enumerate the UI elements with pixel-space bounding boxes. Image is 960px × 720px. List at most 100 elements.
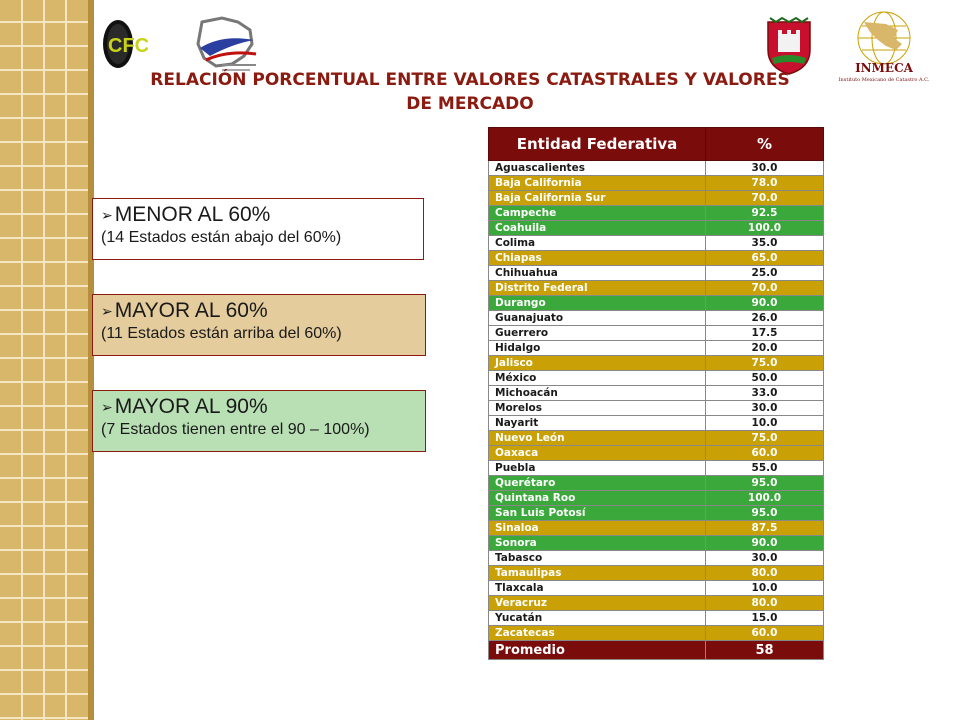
state-percent-cell: 87.5	[705, 520, 824, 536]
summary-box-above-90: ➢ MAYOR AL 90% (7 Estados tienen entre el…	[92, 390, 426, 452]
state-name-cell: Coahuila	[488, 220, 706, 236]
state-percent-cell: 80.0	[705, 565, 824, 581]
table-row: Durango 90.0	[488, 295, 824, 311]
table-row: Aguascalientes 30.0	[488, 160, 824, 176]
state-name-cell: Campeche	[488, 205, 706, 221]
table-row: Oaxaca 60.0	[488, 445, 824, 461]
state-name-cell: Querétaro	[488, 475, 706, 491]
arrow-bullet-icon: ➢	[101, 206, 113, 223]
state-percent-cell: 95.0	[705, 475, 824, 491]
box-subtext: (7 Estados tienen entre el 90 – 100%)	[101, 421, 370, 438]
box-heading: MAYOR AL 90%	[114, 395, 268, 418]
state-percent-cell: 17.5	[705, 325, 824, 341]
table-row: México 50.0	[488, 370, 824, 386]
arrow-bullet-icon: ➢	[101, 398, 113, 415]
state-name-cell: Colima	[488, 235, 706, 251]
state-percent-cell: 25.0	[705, 265, 824, 281]
state-name-cell: Puebla	[488, 460, 706, 476]
average-value: 58	[705, 640, 824, 660]
table-row: Chihuahua 25.0	[488, 265, 824, 281]
state-name-cell: Jalisco	[488, 355, 706, 371]
table-row: Coahuila 100.0	[488, 220, 824, 236]
table-body: Aguascalientes 30.0 Baja California 78.0 Baj…	[488, 160, 824, 641]
state-percent-cell: 10.0	[705, 415, 824, 431]
state-name-cell: Hidalgo	[488, 340, 706, 356]
decorative-sidebar	[0, 0, 88, 720]
table-header-row: Entidad Federativa %	[488, 127, 824, 161]
state-name-cell: Aguascalientes	[488, 160, 706, 176]
state-name-cell: Michoacán	[488, 385, 706, 401]
inmeca-logo-text: INMECA	[855, 61, 914, 75]
state-percent-cell: 60.0	[705, 445, 824, 461]
coat-of-arms-logo	[767, 16, 811, 75]
page-title: RELACIÓN PORCENTUAL ENTRE VALORES CATAST…	[150, 70, 790, 114]
table-row: Puebla 55.0	[488, 460, 824, 476]
inmeca-logo: INMECA Instituto Mexicano de Catastro A.…	[839, 11, 930, 83]
table-row: Morelos 30.0	[488, 400, 824, 416]
state-percent-cell: 92.5	[705, 205, 824, 221]
state-percent-cell: 75.0	[705, 430, 824, 446]
box-heading: MAYOR AL 60%	[114, 299, 268, 322]
table-row: Zacatecas 60.0	[488, 625, 824, 641]
table-row: Baja California Sur 70.0	[488, 190, 824, 206]
table-row: Campeche 92.5	[488, 205, 824, 221]
state-name-cell: Nuevo León	[488, 430, 706, 446]
box-heading: MENOR AL 60%	[114, 203, 271, 226]
state-percent-cell: 60.0	[705, 625, 824, 641]
table-row: Jalisco 75.0	[488, 355, 824, 371]
state-name-cell: Zacatecas	[488, 625, 706, 641]
state-name-cell: Chiapas	[488, 250, 706, 266]
cfc-logo: CFC	[103, 20, 148, 68]
state-percent-cell: 70.0	[705, 190, 824, 206]
table-row: Baja California 78.0	[488, 175, 824, 191]
cfc-logo-text: CFC	[108, 35, 148, 57]
state-percent-cell: 80.0	[705, 595, 824, 611]
state-name-cell: Quintana Roo	[488, 490, 706, 506]
state-name-cell: Guerrero	[488, 325, 706, 341]
state-percent-cell: 95.0	[705, 505, 824, 521]
state-name-cell: Sinaloa	[488, 520, 706, 536]
state-name-cell: Baja California	[488, 175, 706, 191]
table-row: Michoacán 33.0	[488, 385, 824, 401]
table-row: Colima 35.0	[488, 235, 824, 251]
table-row: Chiapas 65.0	[488, 250, 824, 266]
state-percent-cell: 100.0	[705, 220, 824, 236]
state-percent-cell: 10.0	[705, 580, 824, 596]
table-row: Nuevo León 75.0	[488, 430, 824, 446]
state-name-cell: Sonora	[488, 535, 706, 551]
state-percent-cell: 70.0	[705, 280, 824, 296]
state-name-cell: Tabasco	[488, 550, 706, 566]
table-row: Hidalgo 20.0	[488, 340, 824, 356]
summary-box-below-60: ➢ MENOR AL 60% (14 Estados están abajo de…	[92, 198, 424, 260]
average-label: Promedio	[488, 640, 706, 660]
state-name-cell: México	[488, 370, 706, 386]
state-percent-cell: 50.0	[705, 370, 824, 386]
state-percent-cell: 75.0	[705, 355, 824, 371]
state-percent-cell: 90.0	[705, 295, 824, 311]
state-percent-cell: 26.0	[705, 310, 824, 326]
state-percent-cell: 55.0	[705, 460, 824, 476]
state-percent-cell: 20.0	[705, 340, 824, 356]
state-percent-cell: 30.0	[705, 550, 824, 566]
state-name-cell: San Luis Potosí	[488, 505, 706, 521]
table-row: Veracruz 80.0	[488, 595, 824, 611]
table-row: Guerrero 17.5	[488, 325, 824, 341]
header-percent: %	[705, 127, 824, 161]
table-row: Guanajuato 26.0	[488, 310, 824, 326]
state-percent-cell: 15.0	[705, 610, 824, 626]
state-percent-cell: 78.0	[705, 175, 824, 191]
states-percentage-table: Entidad Federativa % Aguascalientes 30.0 B…	[488, 127, 824, 660]
table-row: Distrito Federal 70.0	[488, 280, 824, 296]
state-name-cell: Durango	[488, 295, 706, 311]
state-name-cell: Tlaxcala	[488, 580, 706, 596]
state-name-cell: Yucatán	[488, 610, 706, 626]
summary-box-above-60: ➢ MAYOR AL 60% (11 Estados están arriba d…	[92, 294, 426, 356]
map-swoosh-logo	[196, 16, 257, 71]
state-percent-cell: 30.0	[705, 400, 824, 416]
state-name-cell: Nayarit	[488, 415, 706, 431]
state-percent-cell: 90.0	[705, 535, 824, 551]
state-percent-cell: 33.0	[705, 385, 824, 401]
state-name-cell: Oaxaca	[488, 445, 706, 461]
average-row: Promedio 58	[488, 640, 824, 660]
table-row: Tabasco 30.0	[488, 550, 824, 566]
